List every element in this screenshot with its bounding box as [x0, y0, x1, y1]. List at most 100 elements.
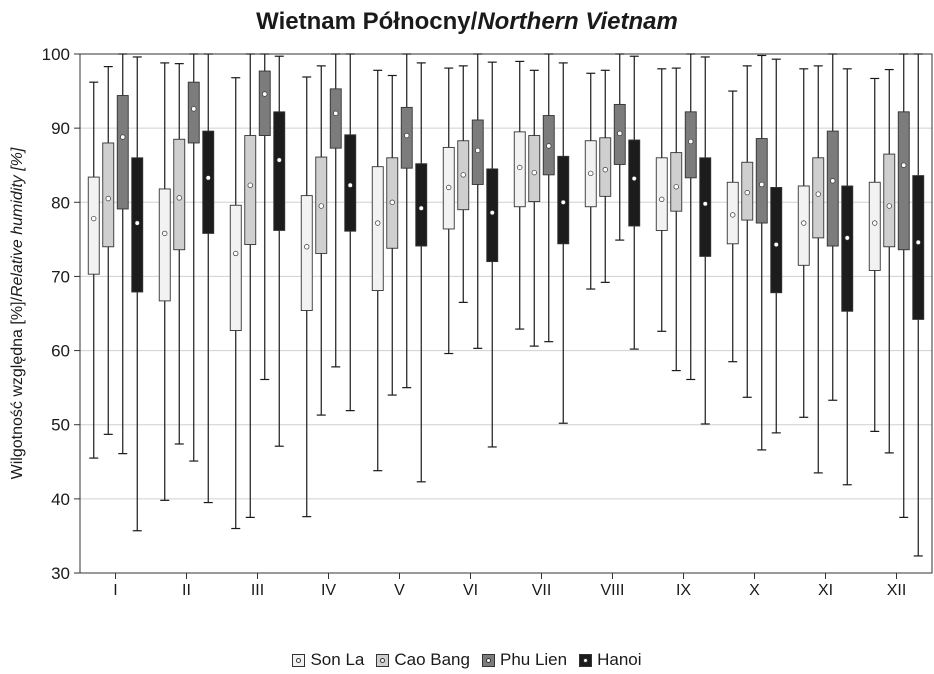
median-dot — [375, 220, 381, 226]
median-dot — [105, 195, 111, 202]
y-tick-label: 90 — [51, 119, 70, 138]
iqr-box — [655, 157, 668, 231]
median-dot — [602, 167, 608, 173]
median-dot — [120, 134, 126, 140]
y-tick-label: 60 — [51, 342, 70, 361]
legend-item-phu-lien: Phu Lien — [481, 650, 567, 670]
median-dot — [744, 189, 750, 196]
box-son-la — [300, 76, 313, 518]
legend-swatch — [579, 654, 593, 667]
iqr-box — [415, 163, 428, 247]
y-axis-label-regular: Wilgotność względna [%]/ — [9, 296, 26, 479]
iqr-box — [699, 157, 712, 257]
iqr-box — [826, 130, 839, 247]
box-cao-bang — [599, 69, 612, 283]
legend-swatch — [376, 654, 390, 667]
x-tick-label: III — [251, 582, 264, 599]
box-cao-bang — [315, 65, 328, 416]
median-dot — [418, 205, 424, 211]
box-phu-lien — [826, 53, 839, 401]
y-axis-label-italic: Relative humidity [%] — [9, 147, 26, 297]
iqr-box — [273, 111, 286, 231]
median-dot — [91, 215, 97, 222]
iqr-box — [628, 139, 641, 227]
box-phu-lien — [258, 53, 271, 381]
box-son-la — [87, 81, 100, 459]
iqr-box — [244, 135, 257, 245]
chart-title-regular: Wietnam Północny/ — [256, 8, 478, 35]
box-cao-bang — [457, 65, 470, 303]
x-tick-label: V — [394, 582, 405, 599]
legend-dot — [485, 658, 491, 663]
iqr-box — [229, 204, 242, 332]
median-dot — [546, 143, 552, 149]
median-dot — [801, 220, 807, 226]
box-son-la — [229, 77, 242, 530]
iqr-box — [770, 187, 783, 294]
median-dot — [759, 181, 765, 188]
iqr-box — [371, 166, 384, 291]
median-dot — [191, 106, 197, 112]
median-dot — [886, 203, 892, 209]
boxes — [87, 53, 925, 557]
median-dot — [446, 184, 452, 191]
median-dot — [901, 162, 907, 168]
legend-swatch — [481, 654, 495, 667]
y-tick-label: 40 — [51, 490, 70, 509]
iqr-box — [329, 88, 342, 149]
box-cao-bang — [386, 74, 399, 396]
iqr-box — [897, 111, 910, 251]
legend-label: Cao Bang — [394, 650, 470, 669]
median-dot — [688, 138, 694, 145]
x-tick-label: IV — [321, 582, 336, 599]
box-cao-bang — [812, 65, 825, 474]
median-dot — [631, 175, 637, 182]
iqr-box — [158, 188, 171, 302]
x-tick-label: VII — [532, 582, 552, 599]
median-dot — [262, 91, 268, 97]
x-tick-label: II — [182, 582, 191, 599]
box-hanoi — [415, 62, 428, 483]
x-tick-label: VIII — [600, 582, 624, 599]
box-hanoi — [699, 56, 712, 425]
median-dot — [318, 203, 324, 209]
median-dot — [617, 130, 623, 136]
median-dot — [162, 230, 168, 237]
legend-item-cao-bang: Cao Bang — [376, 650, 470, 670]
plot-frame — [79, 53, 933, 574]
iqr-box — [755, 138, 768, 224]
box-phu-lien — [897, 53, 910, 518]
median-dot — [815, 191, 821, 197]
box-phu-lien — [684, 53, 697, 381]
chart-title: Wietnam Północny/Northern Vietnam — [0, 8, 934, 36]
legend-label: Son La — [310, 650, 365, 669]
box-son-la — [584, 72, 597, 290]
x-tick-label: XII — [887, 582, 907, 599]
iqr-box — [841, 185, 854, 312]
box-phu-lien — [400, 53, 413, 389]
iqr-box — [102, 142, 115, 248]
x-tick-label: VI — [463, 582, 478, 599]
box-phu-lien — [542, 53, 555, 343]
box-cao-bang — [102, 66, 115, 435]
iqr-box — [87, 176, 100, 275]
iqr-box — [116, 95, 129, 210]
median-dot — [389, 199, 395, 205]
median-dot — [233, 250, 239, 257]
y-tick-label: 30 — [51, 564, 70, 583]
legend-item-hanoi: Hanoi — [579, 650, 642, 670]
box-son-la — [797, 68, 810, 418]
median-dot — [247, 182, 253, 188]
iqr-box — [812, 157, 825, 239]
box-son-la — [726, 90, 739, 363]
box-hanoi — [912, 53, 925, 557]
box-son-la — [371, 69, 384, 472]
iqr-box — [684, 111, 697, 179]
box-phu-lien — [471, 53, 484, 349]
iqr-box — [868, 181, 881, 271]
box-son-la — [442, 67, 455, 355]
median-dot — [531, 169, 537, 176]
box-hanoi — [273, 55, 286, 447]
box-son-la — [655, 68, 668, 332]
iqr-box — [300, 195, 313, 311]
